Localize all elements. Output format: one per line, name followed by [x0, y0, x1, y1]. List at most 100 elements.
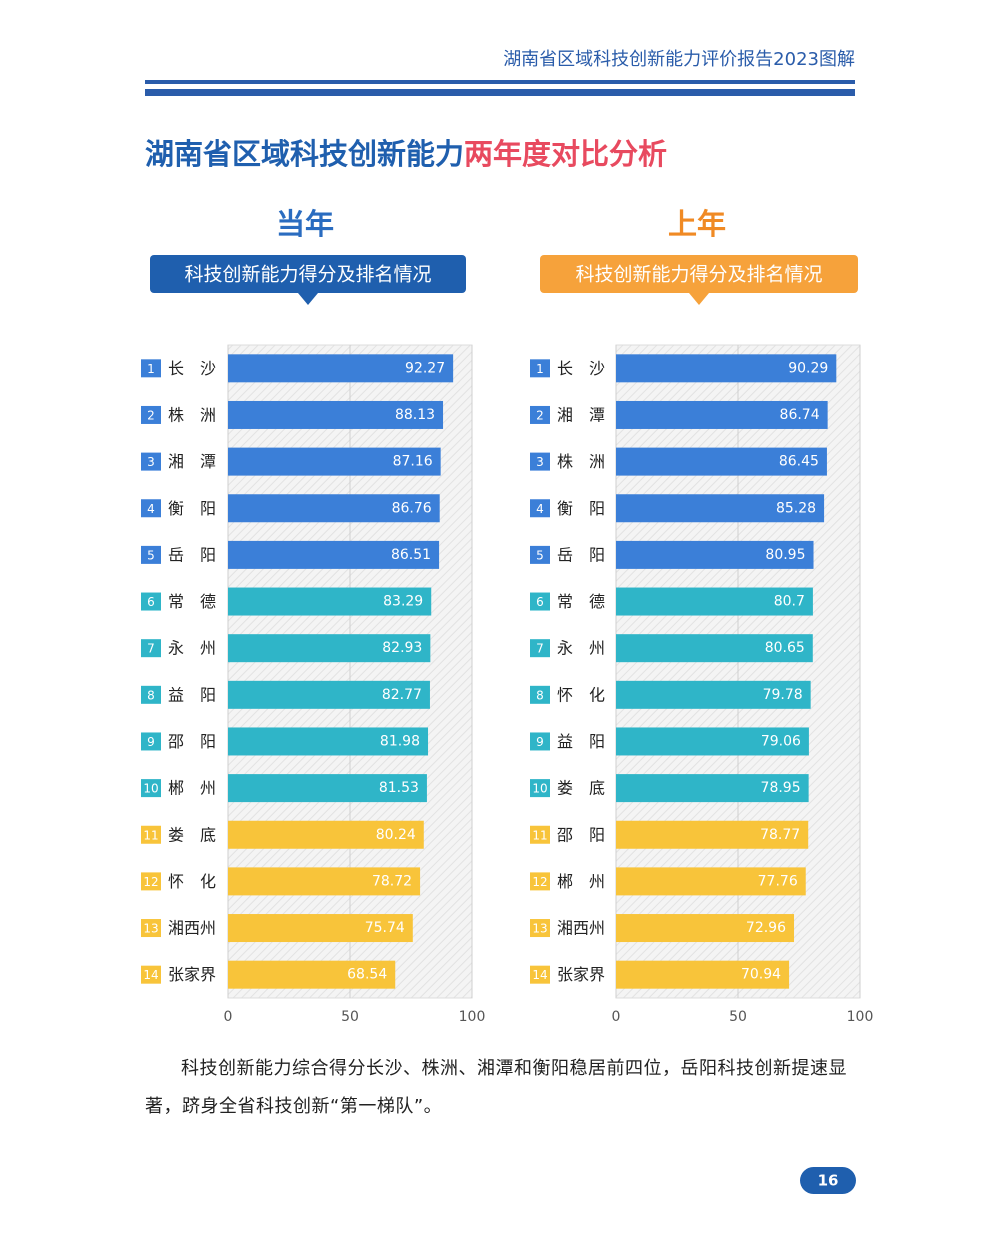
- category-label: 怀化: [557, 685, 605, 704]
- rank-badge: [530, 359, 550, 378]
- value-label: 92.27: [405, 360, 445, 376]
- x-tick-label: 50: [341, 1009, 359, 1025]
- rank-label: 4: [536, 502, 544, 516]
- value-label: 87.16: [393, 454, 433, 470]
- bar: [228, 914, 413, 943]
- rank-badge: [530, 732, 550, 751]
- rank-label: 3: [536, 455, 544, 469]
- rank-badge: [141, 779, 161, 798]
- bar: [228, 774, 427, 803]
- rank-badge: [141, 872, 161, 891]
- category-label: 长沙: [168, 359, 216, 378]
- paragraph: 科技创新能力综合得分长沙、株洲、湘潭和衡阳稳居前四位，岳阳科技创新提速显著，跻身…: [145, 1058, 847, 1117]
- category-label: 邵阳: [557, 825, 605, 844]
- x-tick-label: 0: [224, 1009, 233, 1025]
- bar: [228, 447, 441, 476]
- bar: [616, 960, 790, 989]
- value-label: 79.06: [761, 733, 801, 749]
- category-label: 永州: [557, 639, 605, 658]
- value-label: 78.72: [372, 873, 412, 889]
- value-label: 86.76: [392, 500, 432, 516]
- category-label: 湘潭: [557, 405, 605, 424]
- bar: [616, 540, 814, 569]
- rank-badge: [141, 732, 161, 751]
- chart-subtitle: 科技创新能力得分及排名情况: [184, 264, 431, 286]
- banner: [540, 255, 858, 293]
- rank-label: 14: [143, 968, 158, 982]
- rank-badge: [141, 452, 161, 471]
- bar: [228, 540, 440, 569]
- bar: [616, 774, 809, 803]
- chart-subtitle: 科技创新能力得分及排名情况: [575, 264, 822, 286]
- value-label: 81.98: [380, 733, 420, 749]
- rank-label: 6: [147, 595, 155, 609]
- rank-badge: [530, 639, 550, 658]
- rank-label: 10: [143, 782, 158, 796]
- category-label: 永州: [168, 639, 216, 658]
- chart-title: 上年: [668, 207, 726, 241]
- value-label: 83.29: [383, 594, 423, 610]
- value-label: 85.28: [776, 500, 816, 516]
- value-label: 77.76: [758, 873, 798, 889]
- rank-badge: [141, 919, 161, 938]
- rank-badge: [141, 592, 161, 611]
- rank-badge: [141, 825, 161, 844]
- bar: [228, 820, 424, 849]
- category-label: 长沙: [557, 359, 605, 378]
- value-label: 90.29: [788, 360, 828, 376]
- category-label: 湘西州: [557, 919, 605, 938]
- x-tick-label: 100: [847, 1009, 874, 1025]
- category-label: 湘西州: [168, 919, 216, 938]
- category-label: 岳阳: [557, 545, 605, 564]
- rank-label: 9: [147, 735, 155, 749]
- category-label: 益阳: [168, 685, 216, 704]
- rank-label: 7: [536, 642, 544, 656]
- bar: [228, 354, 454, 383]
- rank-badge: [141, 965, 161, 984]
- category-label: 娄底: [557, 779, 605, 798]
- category-label: 郴州: [557, 872, 605, 891]
- rank-label: 5: [536, 548, 544, 562]
- title-part: 湖南省区域科技创新能力: [145, 137, 464, 171]
- rank-label: 11: [143, 828, 158, 842]
- bar: [228, 680, 430, 709]
- value-label: 86.51: [391, 547, 431, 563]
- rank-label: 9: [536, 735, 544, 749]
- rank-badge: [141, 685, 161, 704]
- value-label: 80.24: [376, 827, 416, 843]
- rank-label: 3: [147, 455, 155, 469]
- page-badge: [800, 1167, 856, 1194]
- header: 湖南省区域科技创新能力评价报告2023图解: [503, 49, 855, 70]
- category-label: 株洲: [168, 405, 216, 424]
- value-label: 80.7: [774, 594, 805, 610]
- rank-badge: [530, 919, 550, 938]
- banner: [150, 255, 466, 293]
- rank-label: 12: [143, 875, 158, 889]
- rank-badge: [530, 452, 550, 471]
- category-label: 株洲: [557, 452, 605, 471]
- value-label: 82.93: [382, 640, 422, 656]
- x-tick-label: 100: [459, 1009, 486, 1025]
- bar: [228, 960, 396, 989]
- category-label: 娄底: [168, 825, 216, 844]
- value-label: 81.53: [379, 780, 419, 796]
- rank-label: 4: [147, 502, 155, 516]
- rank-badge: [141, 499, 161, 518]
- bar: [228, 400, 444, 429]
- bar: [228, 587, 432, 616]
- bar: [616, 587, 813, 616]
- category-label: 衡阳: [168, 499, 216, 518]
- category-label: 怀化: [168, 872, 216, 891]
- rank-badge: [530, 965, 550, 984]
- rank-badge: [141, 405, 161, 424]
- bar: [228, 634, 431, 663]
- category-label: 张家界: [168, 965, 216, 984]
- bar: [228, 727, 429, 756]
- rank-badge: [530, 825, 550, 844]
- value-label: 72.96: [746, 920, 786, 936]
- rank-badge: [530, 545, 550, 564]
- banner-pointer: [298, 293, 318, 305]
